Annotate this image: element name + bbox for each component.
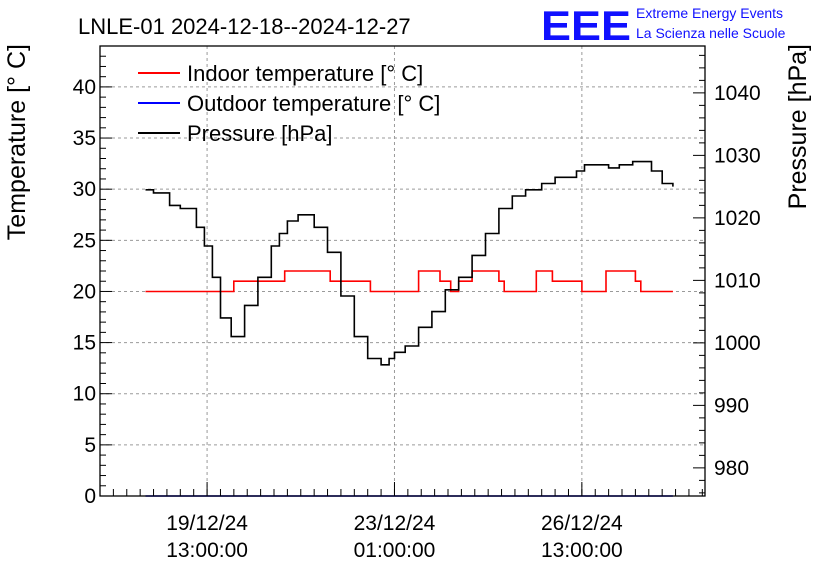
axes: 0 5 10 15 20 25 30 35 40 980 990 1000 1010 1020 1030 10… [73,45,761,562]
chart-title: LNLE-01 2024-12-18--2024-12-27 [78,14,411,39]
y-left-tick-label: 20 [73,280,96,303]
y-right-tick-label: 1030 [714,144,761,167]
y-left-tick-label: 5 [84,434,96,457]
logo-mark: EEE [541,2,631,49]
legend-label-indoor: Indoor temperature [° C] [187,61,423,86]
y-left-tick-label: 40 [73,76,96,99]
x-tick-label-time: 13:00:00 [541,539,623,562]
logo-line-1: Extreme Energy Events [636,5,783,21]
y-right-tick-label: 1040 [714,82,761,105]
x-tick-label-time: 13:00:00 [166,539,248,562]
series-line-pressure [145,160,674,366]
series-line-indoor [145,270,673,293]
x-tick-label-date: 23/12/24 [354,512,436,535]
y-left-tick-label: 25 [73,229,96,252]
legend-label-pressure: Pressure [hPa] [187,121,333,146]
series-lines [145,160,674,497]
x-tick-label-date: 19/12/24 [166,512,248,535]
y-left-tick-label: 15 [73,332,96,355]
y-axis-title-left: Temperature [° C] [3,44,31,240]
x-tick-label-date: 26/12/24 [541,512,623,535]
x-tick-label-time: 01:00:00 [354,539,436,562]
y-left-tick-label: 10 [73,383,96,406]
y-right-tick-label: 1020 [714,207,761,230]
y-left-tick-label: 0 [84,485,96,508]
y-axis-title-right: Pressure [hPa] [784,44,812,209]
y-right-tick-label: 990 [714,394,749,417]
legend: Indoor temperature [° C] Outdoor tempera… [138,61,440,146]
y-right-tick-label: 1000 [714,332,761,355]
y-left-tick-label: 30 [73,178,96,201]
logo-line-2: La Scienza nelle Scuole [636,25,786,41]
legend-label-outdoor: Outdoor temperature [° C] [187,91,440,116]
y-right-tick-label: 980 [714,457,749,480]
eee-logo: EEE Extreme Energy Events La Scienza nel… [541,2,786,49]
y-right-tick-label: 1010 [714,269,761,292]
y-left-tick-label: 35 [73,127,96,150]
